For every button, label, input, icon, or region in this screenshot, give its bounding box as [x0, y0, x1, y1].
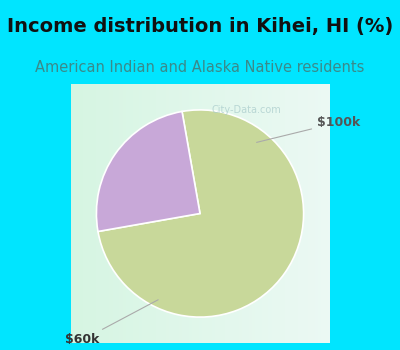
- Text: City-Data.com: City-Data.com: [212, 105, 282, 115]
- Text: $60k: $60k: [65, 300, 158, 346]
- Wedge shape: [98, 110, 304, 317]
- Wedge shape: [96, 111, 200, 231]
- Text: Income distribution in Kihei, HI (%): Income distribution in Kihei, HI (%): [7, 17, 393, 36]
- Text: $100k: $100k: [256, 116, 360, 142]
- Text: American Indian and Alaska Native residents: American Indian and Alaska Native reside…: [35, 61, 365, 76]
